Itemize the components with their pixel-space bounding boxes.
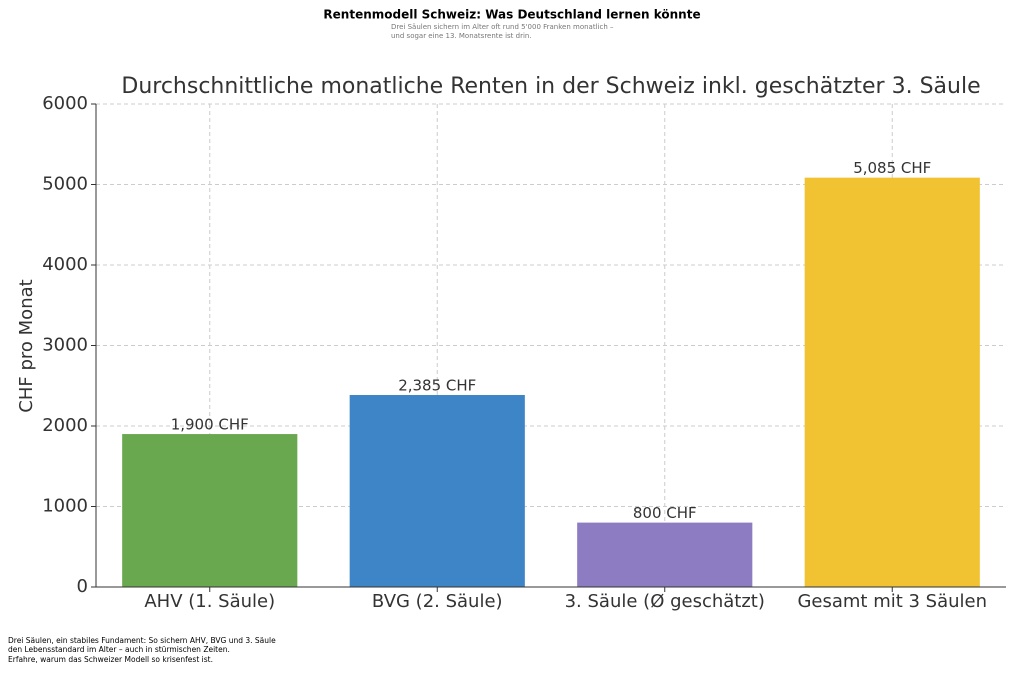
bar [349, 395, 525, 587]
y-tick-label: 5000 [42, 174, 88, 195]
x-tick-label: AHV (1. Säule) [144, 591, 275, 612]
footer-text: den Lebensstandard im Alter – auch in st… [8, 645, 230, 654]
y-tick-label: 2000 [42, 415, 88, 436]
bar [122, 434, 298, 587]
y-tick-label: 4000 [42, 254, 88, 275]
value-label: 2,385 CHF [398, 377, 476, 395]
page-title: Rentenmodell Schweiz: Was Deutschland le… [323, 8, 700, 22]
value-label: 1,900 CHF [171, 416, 249, 434]
chart-title: Durchschnittliche monatliche Renten in d… [121, 74, 980, 99]
page-subtitle: und sogar eine 13. Monatsrente ist drin. [391, 32, 532, 40]
y-tick-label: 3000 [42, 335, 88, 356]
y-tick-label: 6000 [42, 93, 88, 114]
x-tick-label: BVG (2. Säule) [372, 591, 503, 612]
x-tick-label: Gesamt mit 3 Säulen [797, 591, 987, 612]
y-tick-label: 0 [77, 576, 88, 597]
x-tick-label: 3. Säule (Ø geschätzt) [565, 591, 765, 612]
y-tick-label: 1000 [42, 496, 88, 517]
value-label: 5,085 CHF [853, 159, 931, 177]
y-axis-label: CHF pro Monat [16, 279, 37, 412]
bar [804, 177, 980, 587]
bar [577, 522, 753, 587]
value-label: 800 CHF [633, 504, 697, 522]
page-subtitle: Drei Säulen sichern im Alter oft rund 5'… [391, 23, 614, 31]
footer-text: Erfahre, warum das Schweizer Modell so k… [8, 655, 213, 664]
footer-text: Drei Säulen, ein stabiles Fundament: So … [8, 636, 276, 645]
